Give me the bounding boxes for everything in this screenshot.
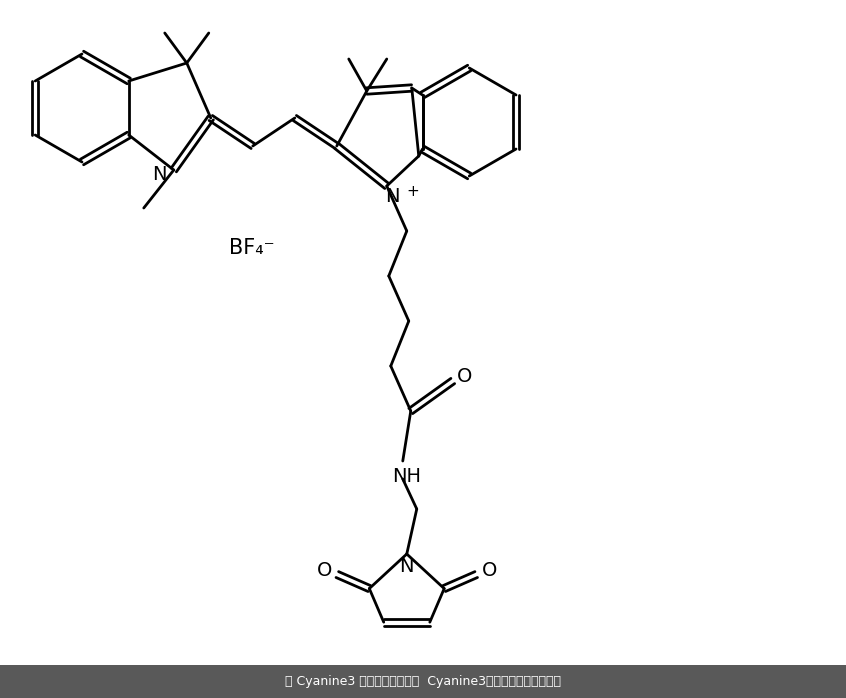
Text: BF₄⁻: BF₄⁻: [229, 238, 275, 258]
Text: O: O: [457, 368, 472, 387]
Text: N: N: [399, 556, 414, 575]
Text: O: O: [481, 561, 497, 580]
Text: +: +: [406, 184, 419, 200]
Text: NH: NH: [393, 468, 421, 487]
Text: N: N: [152, 165, 167, 184]
FancyBboxPatch shape: [0, 665, 846, 698]
Text: 用 Cyanine3 马来酰亚胺标记具  Cyanine3染料马来酰亚胺的结构: 用 Cyanine3 马来酰亚胺标记具 Cyanine3染料马来酰亚胺的结构: [285, 675, 561, 688]
Text: N: N: [386, 186, 400, 205]
Text: O: O: [316, 561, 332, 580]
